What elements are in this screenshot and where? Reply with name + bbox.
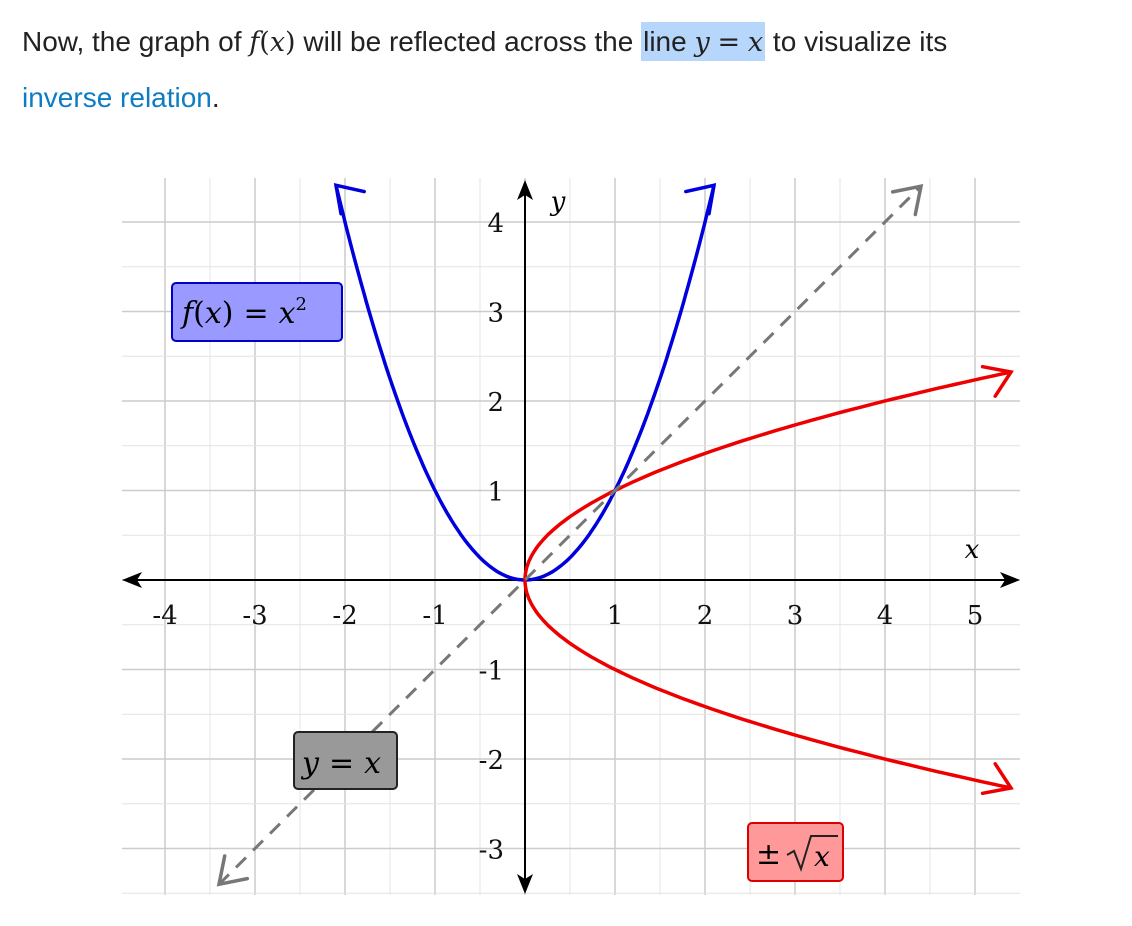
x-axis-label: x bbox=[965, 535, 980, 565]
y-axis-label: y bbox=[550, 187, 566, 217]
grid-lines bbox=[122, 178, 1020, 895]
y-tick-label: 2 bbox=[487, 388, 504, 418]
radical-sign-icon bbox=[786, 835, 838, 873]
f-label-x2: x bbox=[279, 296, 296, 331]
svg-text:y=x: y = x bbox=[300, 746, 381, 781]
y-tick-label: 1 bbox=[487, 478, 504, 508]
x-tick-label: 5 bbox=[967, 601, 984, 631]
x-axis-arrow-left-icon bbox=[122, 572, 142, 588]
parabola-right-arrowhead-icon bbox=[684, 183, 717, 216]
text-after: to visualize its bbox=[765, 26, 948, 57]
x-tick-label: -4 bbox=[152, 601, 177, 631]
y-tick-label: 3 bbox=[487, 299, 504, 329]
inverse-relation-link[interactable]: inverse relation bbox=[22, 82, 212, 113]
hl-eq: = bbox=[717, 27, 741, 58]
hl-x: x bbox=[747, 27, 764, 58]
sqrt-label-box: ± x bbox=[747, 822, 844, 882]
identity-upper-arrowhead-icon bbox=[890, 183, 924, 217]
hl-y: y bbox=[694, 27, 710, 58]
f-label-box: f(x) = x2 bbox=[171, 282, 343, 342]
x-tick-label: 3 bbox=[787, 601, 804, 631]
f-label-eq: = bbox=[243, 296, 268, 331]
text-middle: will be reflected across the bbox=[295, 26, 642, 57]
math-x: x bbox=[269, 27, 286, 58]
math-f: f bbox=[249, 27, 260, 58]
tick-labels: -4 -3 -2 -1 1 2 3 4 5 -3 -2 -1 1 2 3 4 bbox=[152, 209, 983, 866]
x-tick-label: 1 bbox=[607, 601, 624, 631]
svg-text:f(x)=x2: f(x) = x2 bbox=[180, 294, 307, 331]
curve-arrowheads bbox=[216, 183, 1014, 887]
x-tick-label: 2 bbox=[697, 601, 714, 631]
x-tick-label: -2 bbox=[332, 601, 357, 631]
period: . bbox=[211, 82, 220, 113]
f-label-x: x bbox=[205, 296, 222, 331]
sqrt-upper-arrowhead-icon bbox=[980, 364, 1014, 398]
sqrt-label-pm: ± bbox=[756, 837, 781, 872]
sqrt-lower-arrowhead-icon bbox=[980, 762, 1014, 796]
x-tick-label: -3 bbox=[242, 601, 267, 631]
y-axis-arrow-down-icon bbox=[517, 874, 533, 894]
y-tick-label: -3 bbox=[479, 836, 504, 866]
yx-label-y: y bbox=[300, 746, 320, 781]
sqrt-curve bbox=[523, 370, 1012, 790]
f-label-lp: ( bbox=[193, 296, 205, 331]
identity-line bbox=[217, 185, 923, 886]
selection-highlight[interactable]: line y = x bbox=[641, 22, 766, 61]
x-tick-label: -1 bbox=[422, 601, 447, 631]
x-tick-label: 4 bbox=[877, 601, 894, 631]
curves bbox=[217, 184, 1012, 886]
f-label-rp: ) bbox=[222, 296, 234, 331]
y-tick-label: -2 bbox=[479, 746, 504, 776]
x-axis-arrow-right-icon bbox=[1000, 572, 1020, 588]
yx-label-x: x bbox=[364, 746, 381, 781]
math-rparen: ) bbox=[285, 27, 296, 58]
text-before: Now, the graph of bbox=[22, 26, 250, 57]
identity-lower-arrowhead-icon bbox=[216, 854, 250, 887]
y-tick-label: -1 bbox=[479, 657, 504, 687]
math-lparen: ( bbox=[259, 27, 270, 58]
parabola-left-arrowhead-icon bbox=[333, 183, 366, 216]
y-tick-label: 4 bbox=[487, 209, 504, 239]
yx-label-box: y = x bbox=[293, 731, 398, 790]
explanation-paragraph: Now, the graph of f(x) will be reflected… bbox=[22, 14, 1122, 125]
svg-text:±: ± bbox=[756, 837, 781, 872]
yx-label-eq: = bbox=[329, 746, 354, 781]
y-axis-arrow-up-icon bbox=[517, 180, 533, 200]
sqrt-label-x: x bbox=[814, 840, 830, 873]
f-label-sup: 2 bbox=[296, 294, 307, 315]
axes bbox=[122, 180, 1020, 894]
hl-line-text: line bbox=[643, 26, 695, 57]
